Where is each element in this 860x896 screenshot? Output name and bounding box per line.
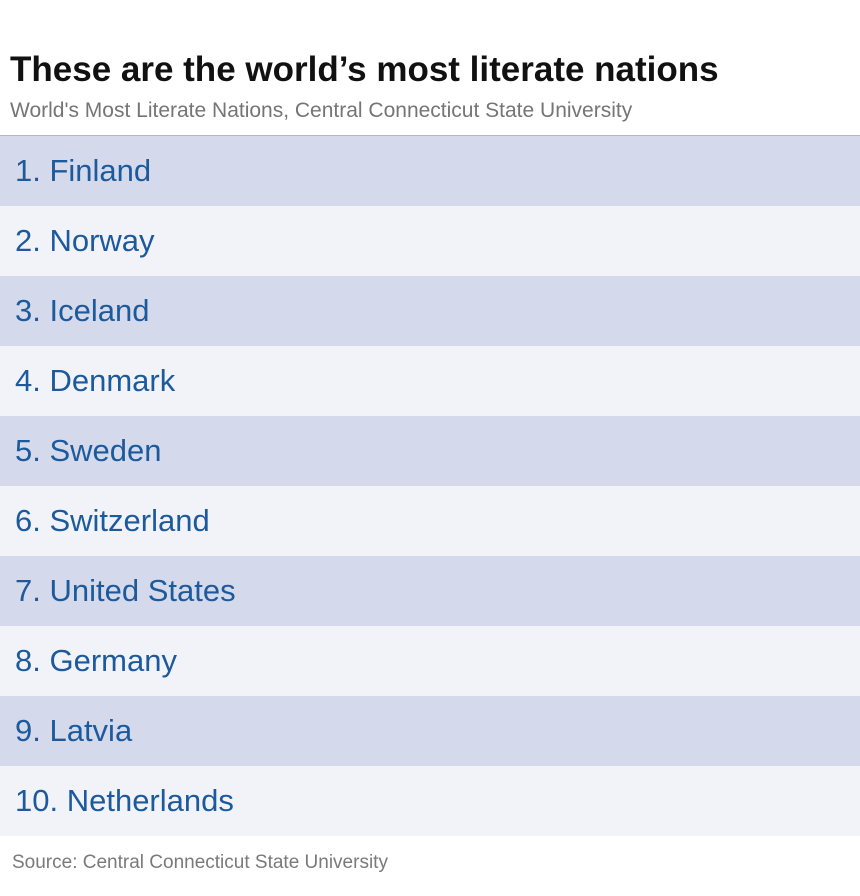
row-label: 4. Denmark [15,363,176,398]
row-label: 10. Netherlands [15,783,234,818]
ranking-table: 1. Finland 2. Norway 3. Iceland 4. Denma… [0,135,860,836]
row-label: 6. Switzerland [15,503,210,538]
chart-title: These are the world’s most literate nati… [10,50,719,89]
table-row: 5. Sweden [0,416,860,486]
chart-subtitle: World's Most Literate Nations, Central C… [10,99,633,122]
row-label: 8. Germany [15,643,177,678]
source-note: Source: Central Connecticut State Univer… [12,852,388,873]
row-label: 9. Latvia [15,713,133,748]
table-row: 2. Norway [0,206,860,276]
table-row: 8. Germany [0,626,860,696]
row-label: 2. Norway [15,223,155,258]
row-label: 3. Iceland [15,293,150,328]
table-row: 9. Latvia [0,696,860,766]
table-row: 1. Finland [0,136,860,206]
table-row: 4. Denmark [0,346,860,416]
row-label: 1. Finland [15,153,152,188]
table-row: 10. Netherlands [0,766,860,836]
table-row: 6. Switzerland [0,486,860,556]
row-label: 5. Sweden [15,433,162,468]
table-row: 3. Iceland [0,276,860,346]
table-row: 7. United States [0,556,860,626]
row-label: 7. United States [15,573,236,608]
